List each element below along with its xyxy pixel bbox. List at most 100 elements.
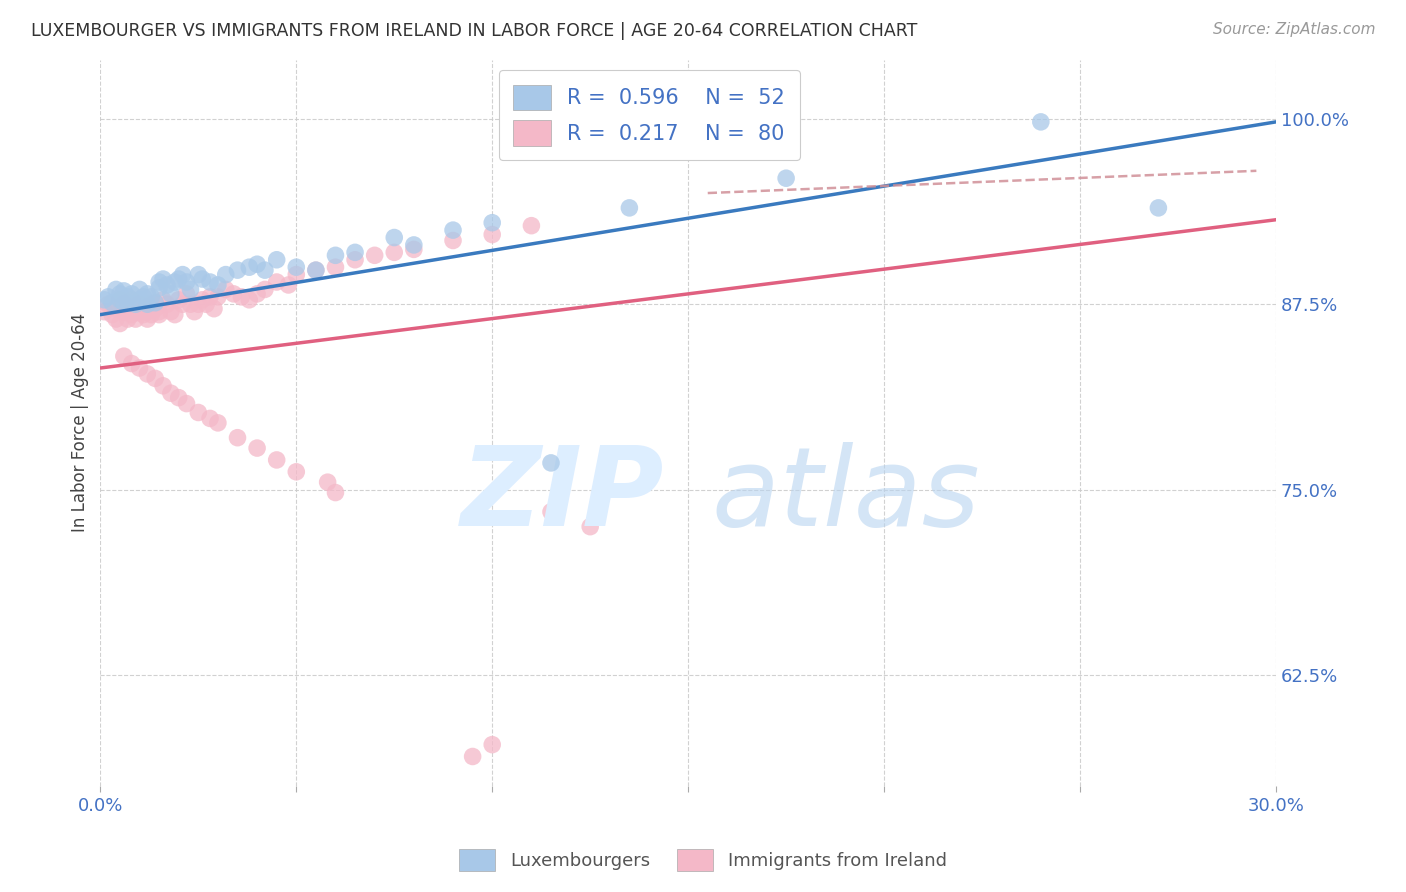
Point [172,268,194,282]
Point [128,282,150,296]
Point [441,234,464,248]
Point [285,465,308,479]
Point [148,275,170,289]
Point [540,505,562,519]
Point [253,282,276,296]
Point [148,308,170,322]
Point [172,297,194,311]
Point [105,301,128,316]
Point [136,304,159,318]
Point [105,282,128,296]
Point [222,286,245,301]
Point [108,293,131,307]
Text: LUXEMBOURGER VS IMMIGRANTS FROM IRELAND IN LABOR FORCE | AGE 20-64 CORRELATION C: LUXEMBOURGER VS IMMIGRANTS FROM IRELAND … [31,22,917,40]
Point [277,277,299,292]
Point [141,308,163,322]
Point [316,475,339,490]
Text: ZIP: ZIP [461,442,665,549]
Point [117,290,139,304]
Point [112,295,135,310]
Point [101,308,124,322]
Point [481,227,503,242]
Point [253,263,276,277]
Point [191,272,214,286]
Point [112,304,135,318]
Point [246,441,269,455]
Point [136,297,159,311]
Point [112,284,135,298]
Point [176,275,198,289]
Point [520,219,543,233]
Point [141,290,163,304]
Point [363,248,385,262]
Point [619,201,641,215]
Point [195,297,218,311]
Point [579,519,602,533]
Point [97,297,120,311]
Point [143,371,166,385]
Point [344,245,367,260]
Point [128,304,150,318]
Point [148,304,170,318]
Point [156,297,179,311]
Point [101,295,124,310]
Point [132,308,155,322]
Point [215,268,238,282]
Point [176,286,198,301]
Point [143,301,166,316]
Point [540,456,562,470]
Point [160,386,183,401]
Point [136,286,159,301]
Point [266,453,288,467]
Point [141,297,163,311]
Point [143,295,166,310]
Point [198,411,221,425]
Point [183,304,205,318]
Point [402,243,425,257]
Point [136,312,159,326]
Point [198,275,221,289]
Point [1147,201,1170,215]
Point [1029,115,1052,129]
Legend: Luxembourgers, Immigrants from Ireland: Luxembourgers, Immigrants from Ireland [453,842,953,879]
Point [148,281,170,295]
Point [191,293,214,307]
Point [108,293,131,307]
Point [285,268,308,282]
Point [402,238,425,252]
Point [187,405,209,419]
Point [215,282,238,296]
Point [112,349,135,363]
Point [124,312,146,326]
Point [124,297,146,311]
Point [226,263,249,277]
Point [163,308,186,322]
Point [198,290,221,304]
Point [117,301,139,316]
Point [207,277,229,292]
Point [121,357,143,371]
Point [132,301,155,316]
Point [128,297,150,311]
Point [163,275,186,289]
Point [481,216,503,230]
Point [128,361,150,376]
Point [238,260,260,275]
Point [775,171,797,186]
Point [246,257,269,271]
Point [266,252,288,267]
Point [93,293,115,307]
Point [167,272,190,286]
Point [121,293,143,307]
Point [305,263,328,277]
Point [152,293,174,307]
Point [246,286,269,301]
Point [179,297,201,311]
Point [179,282,201,296]
Point [344,252,367,267]
Point [441,223,464,237]
Legend: R =  0.596    N =  52, R =  0.217    N =  80: R = 0.596 N = 52, R = 0.217 N = 80 [499,70,800,161]
Point [325,260,347,275]
Point [167,293,190,307]
Point [128,293,150,307]
